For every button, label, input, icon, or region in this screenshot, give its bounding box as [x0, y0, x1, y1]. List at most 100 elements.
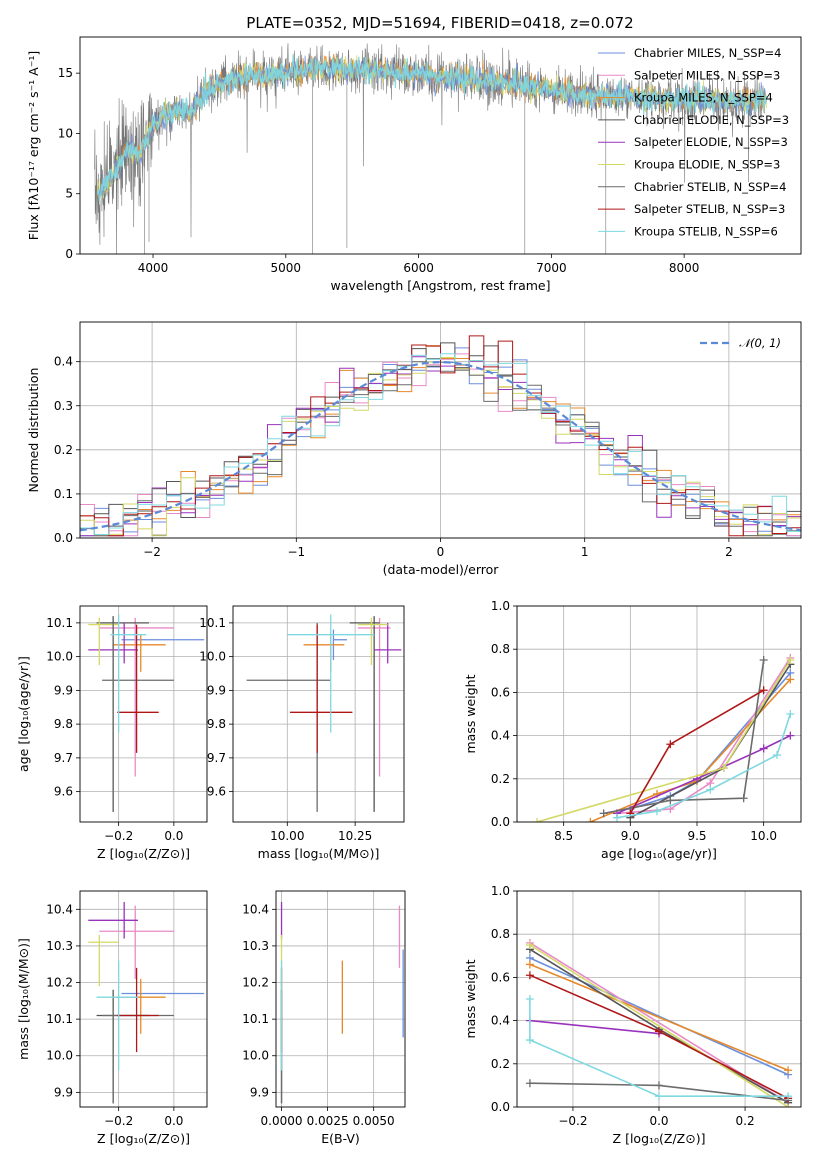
- y-tick-label: 0.2: [491, 1057, 510, 1071]
- mass-weight-line: [616, 734, 791, 815]
- y-axis-label: mass weight: [463, 674, 478, 753]
- y-tick-label: 0.0: [54, 531, 73, 545]
- x-tick-label: −0.2: [104, 829, 133, 843]
- x-tick-label: 5000: [271, 261, 302, 275]
- y-tick-label: 0.8: [491, 927, 510, 941]
- x-tick-label: 1: [581, 545, 589, 559]
- y-tick-label: 9.8: [207, 717, 226, 731]
- age-vs-mass-axes: 10.00 10.25 9.6 9.7 9.8 9.9 10.0 10.1 mass [log₁…: [199, 606, 404, 861]
- y-tick-label: 10.3: [46, 939, 73, 953]
- y-tick-label: 0.8: [491, 642, 510, 656]
- age-vs-mass-marks: [246, 614, 402, 812]
- data-point-marker: [786, 656, 795, 664]
- data-point-marker: [613, 813, 621, 822]
- legend-entry: Kroupa ELODIE, N_SSP=3: [634, 158, 780, 172]
- y-tick-label: 0.2: [491, 772, 510, 786]
- spectrum-axes: 4000 5000 6000 7000 8000 0 5 10 15 wavelength [An…: [26, 51, 699, 293]
- axes-frame: [79, 36, 802, 255]
- mass-weight-line: [603, 659, 765, 815]
- y-tick-label: 10.1: [46, 616, 73, 630]
- axes-frame: [79, 321, 802, 539]
- y-tick-label: 10.4: [242, 902, 269, 916]
- data-point-marker: [525, 1036, 534, 1045]
- y-tick-label: 0.0: [491, 1100, 510, 1114]
- data-point-marker: [655, 1081, 663, 1090]
- x-axis-label: Z [log₁₀(Z/Z⊙)]: [97, 1131, 190, 1146]
- y-tick-label: 10.1: [199, 616, 226, 630]
- figure-title: PLATE=0352, MJD=51694, FIBERID=0418, z=0…: [246, 14, 633, 32]
- mass-weight-line: [529, 1019, 660, 1035]
- data-point-marker: [533, 818, 541, 822]
- y-axis-label: Flux [fλ10⁻¹⁷ erg cm⁻² s⁻¹ A⁻¹]: [26, 51, 41, 240]
- data-point-marker: [759, 656, 768, 664]
- x-tick-label: 0.0025: [307, 1114, 349, 1128]
- y-tick-label: 0.6: [491, 970, 510, 984]
- y-tick-label: 9.9: [54, 1085, 73, 1099]
- x-tick-label: −0.2: [558, 1114, 587, 1128]
- y-tick-label: 9.7: [54, 751, 73, 765]
- data-point-marker: [525, 1079, 534, 1088]
- spectrum-legend: Chabrier MILES, N_SSP=4 Salpeter MILES, N…: [598, 46, 789, 238]
- y-tick-label: 10.0: [199, 650, 226, 664]
- data-point-marker: [739, 794, 748, 803]
- x-tick-label: 2: [725, 545, 733, 559]
- data-point-marker: [786, 675, 795, 684]
- data-point-marker: [599, 809, 608, 818]
- y-tick-label: 9.9: [207, 683, 226, 697]
- y-tick-label: 10: [58, 126, 73, 140]
- normal-curve: [80, 360, 801, 532]
- legend-entry: Chabrier ELODIE, N_SSP=3: [634, 113, 789, 127]
- legend-entry: Chabrier MILES, N_SSP=4: [634, 46, 781, 60]
- data-point-marker: [759, 686, 768, 695]
- legend-entry: Salpeter ELODIE, N_SSP=3: [634, 135, 788, 149]
- y-tick-label: 9.8: [54, 717, 73, 731]
- x-tick-label: 7000: [536, 261, 567, 275]
- data-point-marker: [586, 818, 595, 822]
- legend-entry: Kroupa MILES, N_SSP=4: [634, 91, 773, 105]
- y-tick-label: 10.0: [46, 1049, 73, 1063]
- data-point-marker: [786, 731, 795, 740]
- x-tick-label: 9.0: [621, 829, 640, 843]
- data-point-marker: [525, 995, 534, 1003]
- axes-frame: [516, 605, 802, 823]
- y-tick-label: 0.4: [491, 1014, 510, 1028]
- mass-weight-line: [529, 944, 789, 1107]
- y-axis-label: mass [log₁₀(M/M⊙)]: [16, 938, 31, 1060]
- y-tick-label: 0.0: [491, 815, 510, 829]
- data-point-marker: [786, 710, 795, 718]
- y-tick-label: 9.9: [54, 683, 73, 697]
- histogram-step-line: [80, 353, 801, 538]
- data-point-marker: [525, 960, 534, 969]
- y-tick-label: 0.1: [54, 487, 73, 501]
- mass-vs-ebv-axes: 0.0000 0.0025 0.0050 9.9 10.0 10.1 10.2 10.3 10.…: [242, 891, 405, 1146]
- y-tick-label: 9.6: [207, 785, 226, 799]
- mass-weight-line: [529, 963, 789, 1072]
- axes-frame: [79, 605, 208, 823]
- x-tick-label: 8000: [669, 261, 700, 275]
- axes-frame: [275, 890, 406, 1108]
- y-tick-label: 5: [65, 187, 73, 201]
- y-tick-label: 9.9: [250, 1085, 269, 1099]
- legend-entry: 𝒩(0, 1): [739, 336, 781, 350]
- y-tick-label: 10.4: [46, 902, 73, 916]
- y-tick-label: 10.1: [46, 1012, 73, 1026]
- x-tick-label: −1: [287, 545, 305, 559]
- y-tick-label: 10.0: [46, 650, 73, 664]
- legend-entry: Salpeter STELIB, N_SSP=3: [634, 202, 785, 216]
- y-tick-label: 1.0: [491, 599, 510, 613]
- x-axis-label: E(B-V): [321, 1131, 360, 1146]
- residual-hist-axes: −2 −1 0 1 2 0.0 0.1 0.2 0.3 0.4 (data-model)/error…: [26, 322, 801, 577]
- y-axis-label: age [log₁₀(age/yr)]: [16, 656, 31, 772]
- data-point-marker: [655, 1027, 663, 1036]
- data-point-marker: [784, 1066, 793, 1075]
- data-point-marker: [653, 807, 661, 816]
- x-tick-label: 10.25: [338, 829, 372, 843]
- mass-vs-Z-marks: [88, 901, 205, 1104]
- x-tick-label: 8.5: [554, 829, 573, 843]
- x-tick-label: 10.0: [750, 829, 777, 843]
- age-vs-Z-axes: −0.2 0.0 9.6 9.7 9.8 9.9 10.0 10.1 Z [log₁₀(Z/Z⊙…: [16, 606, 207, 861]
- x-tick-label: 9.5: [687, 829, 706, 843]
- x-tick-label: 0: [437, 545, 445, 559]
- data-point-marker: [655, 1092, 663, 1101]
